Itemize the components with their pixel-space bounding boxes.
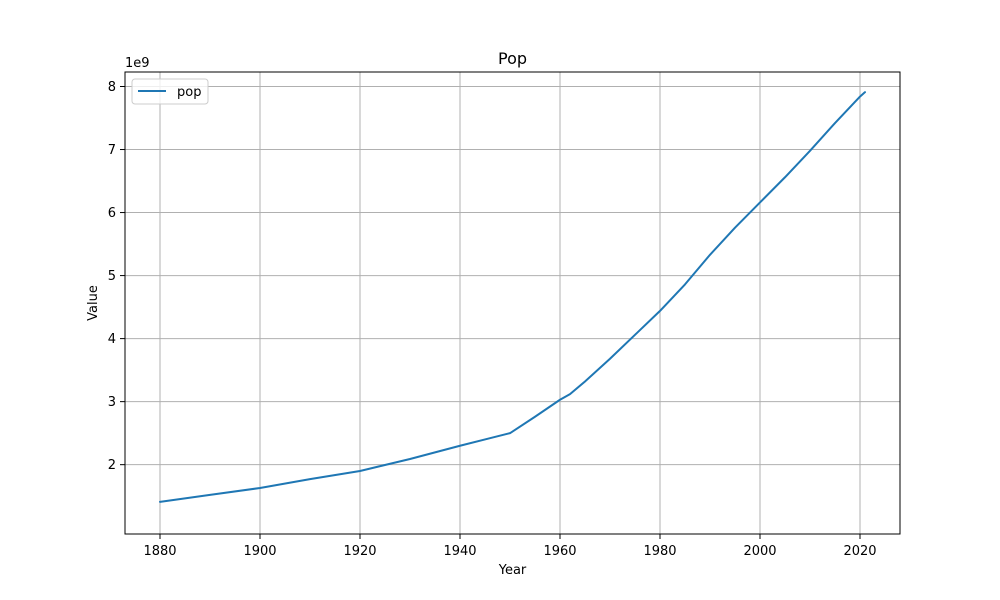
x-tick-label: 1880 bbox=[143, 544, 176, 559]
series-layer bbox=[159, 91, 866, 503]
y-tick-label: 8 bbox=[108, 80, 116, 95]
y-tick-label: 5 bbox=[108, 269, 116, 284]
y-axis-scale-label: 1e9 bbox=[125, 56, 150, 71]
y-tick-label: 6 bbox=[108, 206, 116, 221]
y-tick-label: 4 bbox=[108, 332, 116, 347]
x-tick-label: 2020 bbox=[843, 544, 876, 559]
y-tick-label: 3 bbox=[108, 395, 116, 410]
chart-title: Pop bbox=[498, 49, 527, 68]
x-tick-label: 1900 bbox=[243, 544, 276, 559]
y-tick-label: 2 bbox=[108, 458, 116, 473]
y-axis-label: Value bbox=[86, 285, 101, 321]
x-tick-label: 1940 bbox=[443, 544, 476, 559]
x-tick-label: 1920 bbox=[343, 544, 376, 559]
x-tick-label: 1980 bbox=[643, 544, 676, 559]
legend-label: pop bbox=[177, 85, 201, 100]
plot-area-frame bbox=[124, 71, 901, 535]
legend: pop bbox=[131, 78, 209, 105]
grid bbox=[125, 72, 900, 534]
legend-box bbox=[131, 78, 209, 105]
y-tick-label: 7 bbox=[108, 143, 116, 158]
x-axis-label: Year bbox=[498, 563, 527, 578]
series-line-pop bbox=[159, 91, 866, 503]
axis-ticks: 1880 1900 1920 1940 1960 1980 2000 2020 2 3 4 5 6 7 8 bbox=[108, 80, 877, 559]
x-tick-label: 2000 bbox=[743, 544, 776, 559]
x-tick-label: 1960 bbox=[543, 544, 576, 559]
